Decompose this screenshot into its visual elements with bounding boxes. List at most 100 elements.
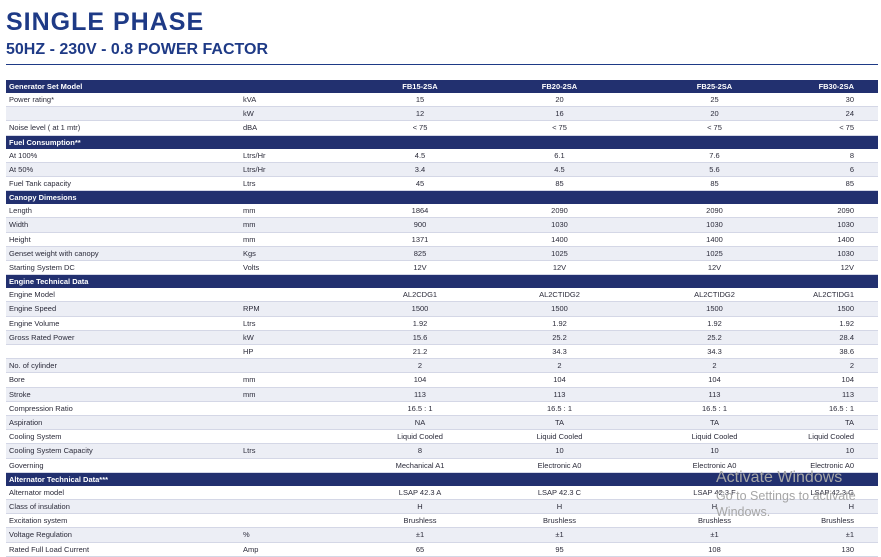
- spec-unit: Amp: [231, 542, 358, 557]
- page-title: SINGLE PHASE: [6, 8, 205, 36]
- spec-value: 104: [482, 372, 637, 388]
- spec-value: 6.1: [482, 148, 637, 163]
- spec-value: ±1: [482, 527, 637, 543]
- spec-value: Liquid Cooled: [637, 429, 792, 445]
- spec-value: 16.5 : 1: [637, 401, 792, 417]
- spec-label: Genset weight with canopy: [6, 246, 231, 262]
- spec-label: Engine Model: [6, 288, 231, 303]
- spec-unit: Ltrs: [231, 176, 358, 192]
- spec-label: No. of cylinder: [6, 358, 231, 374]
- spec-unit: [231, 401, 358, 417]
- spec-value: 1500: [482, 301, 637, 317]
- section-title: Fuel Consumption**: [6, 135, 878, 149]
- spec-value: 25: [637, 93, 792, 108]
- spec-value: ±1: [792, 527, 878, 543]
- spec-value: 16: [482, 106, 637, 122]
- spec-value: 2: [637, 358, 792, 374]
- spec-value: LSAP 42.3 F: [637, 485, 792, 501]
- model-name-cell: FB30-2SA: [792, 80, 878, 93]
- spec-value: 113: [637, 387, 792, 402]
- spec-value: H: [792, 499, 878, 515]
- spec-row: Excitation system Brushless Brushless Brush…: [6, 513, 878, 529]
- spec-value: 12: [358, 106, 482, 122]
- spec-value: 2090: [637, 204, 792, 219]
- spec-label: Engine Speed: [6, 301, 231, 317]
- spec-value: 3.4: [358, 162, 482, 178]
- spec-label: Starting System DC: [6, 260, 231, 276]
- section-header-row: Fuel Consumption**: [6, 135, 878, 149]
- spec-value: 1025: [482, 246, 637, 262]
- spec-value: AL2CTIDG2: [637, 288, 792, 303]
- spec-row: Rated Full Load Current Amp 65 95 108 130: [6, 542, 878, 557]
- spec-value: 85: [792, 176, 878, 192]
- spec-value: ±1: [637, 527, 792, 543]
- spec-value: Brushless: [637, 513, 792, 529]
- spec-label: Compression Ratio: [6, 401, 231, 417]
- spec-row: Aspiration NA TA TA TA: [6, 415, 878, 431]
- spec-value: 34.3: [482, 344, 637, 360]
- spec-row: Engine Model AL2CDG1 AL2CTIDG2 AL2CTIDG2 AL2…: [6, 288, 878, 303]
- spec-value: 12V: [482, 260, 637, 276]
- spec-unit: mm: [231, 217, 358, 233]
- spec-value: 1030: [482, 217, 637, 233]
- spec-value: 65: [358, 542, 482, 557]
- spec-value: 34.3: [637, 344, 792, 360]
- spec-label: Aspiration: [6, 415, 231, 431]
- spec-label: At 50%: [6, 162, 231, 178]
- spec-unit: dBA: [231, 120, 358, 136]
- spec-row: Engine Volume Ltrs 1.92 1.92 1.92 1.92: [6, 316, 878, 331]
- spec-value: 24: [792, 106, 878, 122]
- spec-label: Cooling System Capacity: [6, 443, 231, 459]
- spec-unit: kVA: [231, 93, 358, 108]
- spec-label: Rated Full Load Current: [6, 542, 231, 557]
- spec-unit: [231, 358, 358, 374]
- spec-row: Noise level ( at 1 mtr) dBA < 75 < 75 < 75 < …: [6, 120, 878, 136]
- spec-value: TA: [792, 415, 878, 431]
- spec-value: 1030: [792, 246, 878, 262]
- spec-value: 4.5: [482, 162, 637, 178]
- spec-row: Compression Ratio 16.5 : 1 16.5 : 1 16.5 : …: [6, 401, 878, 417]
- spec-unit: HP: [231, 344, 358, 360]
- spec-value: 108: [637, 542, 792, 557]
- spec-label: Voltage Regulation: [6, 527, 231, 543]
- spec-value: < 75: [637, 120, 792, 136]
- spec-row: Engine Speed RPM 1500 1500 1500 1500: [6, 301, 878, 317]
- spec-row: Power rating* kVA 15 20 25 30: [6, 93, 878, 108]
- spec-row: At 50% Ltrs/Hr 3.4 4.5 5.6 6: [6, 162, 878, 178]
- spec-value: H: [482, 499, 637, 515]
- spec-value: Electronic A0: [637, 458, 792, 473]
- spec-value: Brushless: [792, 513, 878, 529]
- spec-unit: Ltrs: [231, 316, 358, 331]
- spec-label: Power rating*: [6, 93, 231, 108]
- spec-value: 20: [637, 106, 792, 122]
- spec-unit: %: [231, 527, 358, 543]
- spec-value: 4.5: [358, 148, 482, 163]
- page-subtitle: 50HZ - 230V - 0.8 POWER FACTOR: [6, 41, 268, 58]
- spec-value: 104: [358, 372, 482, 388]
- spec-unit: kW: [231, 330, 358, 346]
- spec-value: H: [358, 499, 482, 515]
- model-name-cell: FB25-2SA: [637, 80, 792, 93]
- spec-value: LSAP 42.3 C: [482, 485, 637, 501]
- unit-header-cell: [231, 80, 358, 93]
- section-title: Engine Technical Data: [6, 274, 878, 289]
- spec-value: 16.5 : 1: [482, 401, 637, 417]
- spec-unit: [231, 513, 358, 529]
- spec-label: Class of insulation: [6, 499, 231, 515]
- spec-unit: Ltrs: [231, 443, 358, 459]
- spec-value: 95: [482, 542, 637, 557]
- spec-value: 1030: [637, 217, 792, 233]
- spec-value: 8: [792, 148, 878, 163]
- spec-value: 12V: [792, 260, 878, 276]
- spec-value: 1030: [792, 217, 878, 233]
- section-header-row: Engine Technical Data: [6, 274, 878, 289]
- spec-value: 1371: [358, 232, 482, 247]
- spec-label: Fuel Tank capacity: [6, 176, 231, 192]
- spec-value: 104: [637, 372, 792, 388]
- spec-unit: RPM: [231, 301, 358, 317]
- section-header-row: Alternator Technical Data***: [6, 472, 878, 486]
- spec-table: Generator Set Model FB15-2SA FB20-2SA FB25-…: [6, 80, 878, 557]
- spec-unit: [231, 458, 358, 473]
- spec-value: 1864: [358, 204, 482, 219]
- section-title: Alternator Technical Data***: [6, 472, 878, 486]
